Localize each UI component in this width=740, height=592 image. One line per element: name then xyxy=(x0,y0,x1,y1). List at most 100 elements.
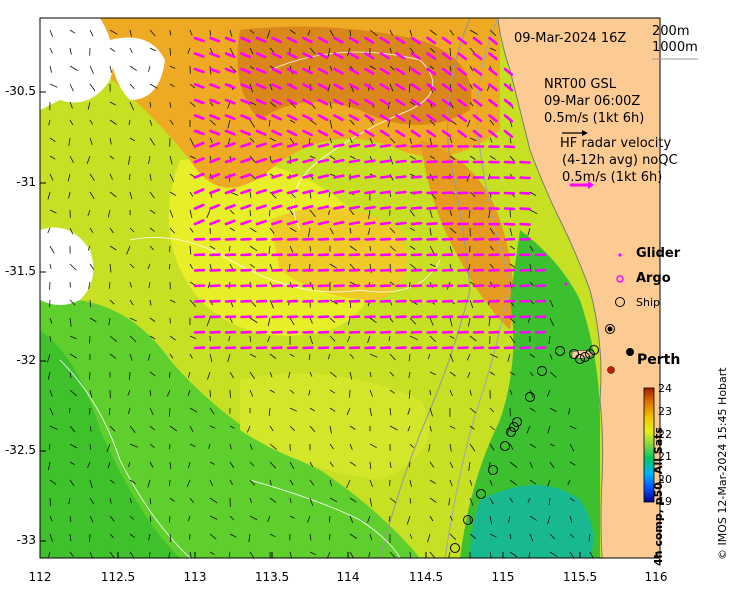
hf-line2: (4-12h avg) noQC xyxy=(562,153,678,168)
hf-vector xyxy=(333,98,344,106)
model-vector xyxy=(328,515,331,523)
model-vector xyxy=(269,425,274,432)
model-vector xyxy=(348,101,351,108)
model-vector xyxy=(349,425,356,430)
model-vector xyxy=(429,335,436,342)
hf-vector xyxy=(348,36,360,44)
hf-vector xyxy=(457,83,468,92)
model-vector xyxy=(389,551,395,558)
model-vector xyxy=(369,353,378,358)
model-vector xyxy=(489,29,497,37)
model-vector xyxy=(449,137,453,144)
model-vector xyxy=(188,515,191,522)
model-vector xyxy=(149,407,154,415)
model-vector xyxy=(109,479,115,484)
hf-vector xyxy=(302,98,313,106)
model-vector xyxy=(148,155,151,164)
model-vector xyxy=(546,389,551,398)
model-vector xyxy=(89,443,91,450)
hf-vector xyxy=(224,98,236,105)
hf-vector xyxy=(224,114,236,121)
model-vector xyxy=(149,83,158,89)
model-vector xyxy=(308,353,311,360)
model-vector xyxy=(149,299,152,306)
model-vector xyxy=(69,425,76,433)
hf-vector xyxy=(379,159,392,164)
model-vector xyxy=(129,371,131,381)
hf-vector xyxy=(224,219,236,226)
model-vector xyxy=(109,191,117,198)
model-vector xyxy=(469,65,474,71)
model-vector xyxy=(228,551,231,558)
y-tick-32.5: -32.5 xyxy=(4,443,36,457)
model-vector xyxy=(189,29,193,36)
model-vector xyxy=(149,371,156,377)
model-vector xyxy=(68,497,71,504)
hf-vector xyxy=(240,204,252,210)
model-vector xyxy=(129,299,134,306)
model-vector xyxy=(89,191,95,200)
model-vector xyxy=(389,407,392,416)
model-vector xyxy=(468,461,471,471)
model-vector xyxy=(209,353,213,363)
model-vector xyxy=(188,371,191,378)
model-vector xyxy=(449,29,455,36)
model-vector xyxy=(369,479,373,488)
model-vector xyxy=(449,533,457,540)
model-vector xyxy=(289,227,297,233)
hf-vector xyxy=(410,206,423,210)
model-vector xyxy=(289,425,295,432)
model-vector xyxy=(109,227,114,234)
hf-vector xyxy=(379,83,391,91)
model-vector xyxy=(49,317,53,324)
hf-vector xyxy=(395,144,407,148)
model-vector xyxy=(329,65,333,71)
model-vector xyxy=(209,407,215,415)
model-vector xyxy=(369,461,372,470)
model-vector xyxy=(109,137,112,145)
hf-vector xyxy=(426,206,438,210)
model-vector xyxy=(449,515,453,521)
model-vector xyxy=(149,29,156,37)
model-vector xyxy=(346,407,351,416)
model-vector xyxy=(129,65,137,71)
model-vector xyxy=(468,209,471,218)
model-vector xyxy=(368,551,371,558)
model-vector xyxy=(169,191,177,196)
model-vector xyxy=(49,515,53,522)
model-vector xyxy=(309,551,317,556)
contour-1000m-label: 1000m xyxy=(652,40,698,55)
model-vector xyxy=(249,317,258,323)
x-tick-115.5: 115.5 xyxy=(562,570,598,584)
hf-vector xyxy=(503,114,514,123)
model-vector xyxy=(289,353,295,358)
model-vector xyxy=(249,263,255,268)
model-vector xyxy=(569,461,576,466)
model-vector xyxy=(266,29,271,39)
hf-vector xyxy=(364,52,375,60)
model-vector xyxy=(69,533,72,542)
model-vector xyxy=(129,83,135,89)
model-vector xyxy=(309,479,315,486)
hf-vector xyxy=(209,129,221,136)
model-vector xyxy=(329,155,336,160)
hf-vector xyxy=(240,129,252,136)
hf-vector xyxy=(379,190,392,195)
model-vector xyxy=(407,425,411,432)
model-vector xyxy=(529,245,534,252)
hf-vector xyxy=(255,188,267,195)
model-vector xyxy=(68,137,71,146)
model-vector xyxy=(107,209,111,218)
model-vector xyxy=(469,407,477,414)
model-vector xyxy=(347,47,351,57)
x-tick-113.5: 113.5 xyxy=(254,570,290,584)
contour-1000m xyxy=(379,18,471,558)
hf-vector xyxy=(224,83,236,90)
model-vector xyxy=(327,353,331,360)
axis-tick-marks xyxy=(39,91,657,558)
model-vector xyxy=(169,533,172,543)
hf-vector xyxy=(457,52,468,61)
model-vector xyxy=(129,353,133,361)
model-vector xyxy=(588,533,591,542)
hf-vector xyxy=(410,129,421,138)
